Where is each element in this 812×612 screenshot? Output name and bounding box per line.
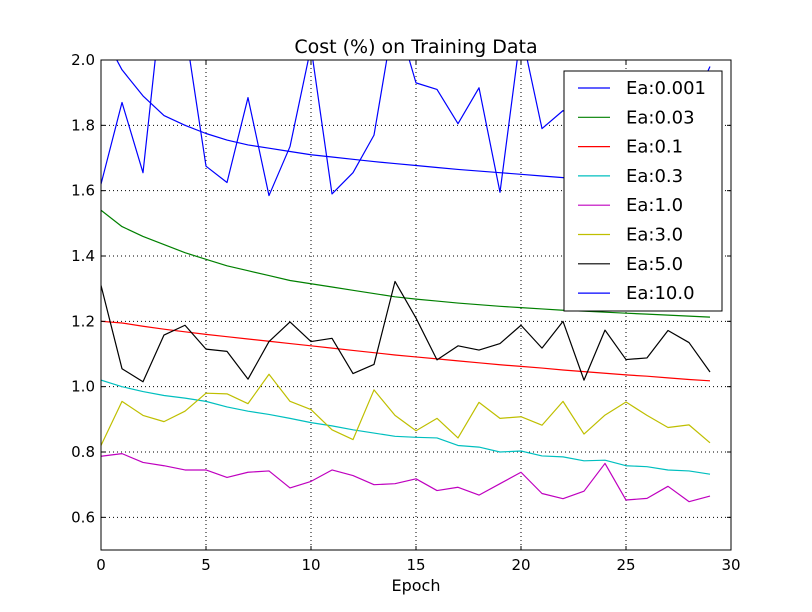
x-tick-label: 15 <box>406 556 425 574</box>
y-tick-label: 1.4 <box>71 247 95 265</box>
x-tick-label: 0 <box>96 556 106 574</box>
legend-label: Ea:1.0 <box>626 195 683 216</box>
legend-label: Ea:0.3 <box>626 166 683 187</box>
series-line-3 <box>101 379 711 475</box>
legend-label: Ea:3.0 <box>626 225 683 246</box>
axis-ticks <box>100 59 732 550</box>
y-tick-label: 0.6 <box>71 508 95 526</box>
x-axis-label: Epoch <box>392 576 441 595</box>
series-line-1 <box>101 209 711 318</box>
y-tick-label: 1.0 <box>71 378 95 396</box>
x-tick-label: 20 <box>511 556 530 574</box>
chart-title: Cost (%) on Training Data <box>294 36 537 58</box>
legend-label: Ea:5.0 <box>626 254 683 275</box>
legend-box <box>563 70 723 312</box>
legend-label: Ea:10.0 <box>626 283 695 304</box>
series-line-4 <box>101 453 711 503</box>
legend-label: Ea:0.03 <box>626 107 695 128</box>
legend: Ea:0.001 Ea:0.03 Ea:0.1 Ea:0.3 Ea:1.0 Ea:3.0 E… <box>563 70 723 312</box>
y-tick-label: 0.8 <box>71 443 95 461</box>
series-line-6 <box>101 280 711 383</box>
legend-label: Ea:0.1 <box>626 137 683 158</box>
y-tick-label: 1.8 <box>71 116 95 134</box>
legend-label: Ea:0.001 <box>626 78 706 99</box>
y-tick-label: 2.0 <box>71 51 95 69</box>
x-tick-label: 25 <box>616 556 635 574</box>
series-line-5 <box>101 373 711 446</box>
y-tick-label: 1.6 <box>71 182 95 200</box>
x-tick-label: 10 <box>301 556 320 574</box>
y-tick-labels: 0.6 0.8 1.0 1.2 1.4 1.6 1.8 2.0 <box>71 51 95 526</box>
x-tick-label: 5 <box>201 556 211 574</box>
series-line-2 <box>101 320 711 382</box>
y-tick-label: 1.2 <box>71 312 95 330</box>
series-lines <box>101 60 711 503</box>
x-tick-label: 30 <box>721 556 740 574</box>
x-tick-labels: 0 5 10 15 20 25 30 <box>96 556 740 574</box>
